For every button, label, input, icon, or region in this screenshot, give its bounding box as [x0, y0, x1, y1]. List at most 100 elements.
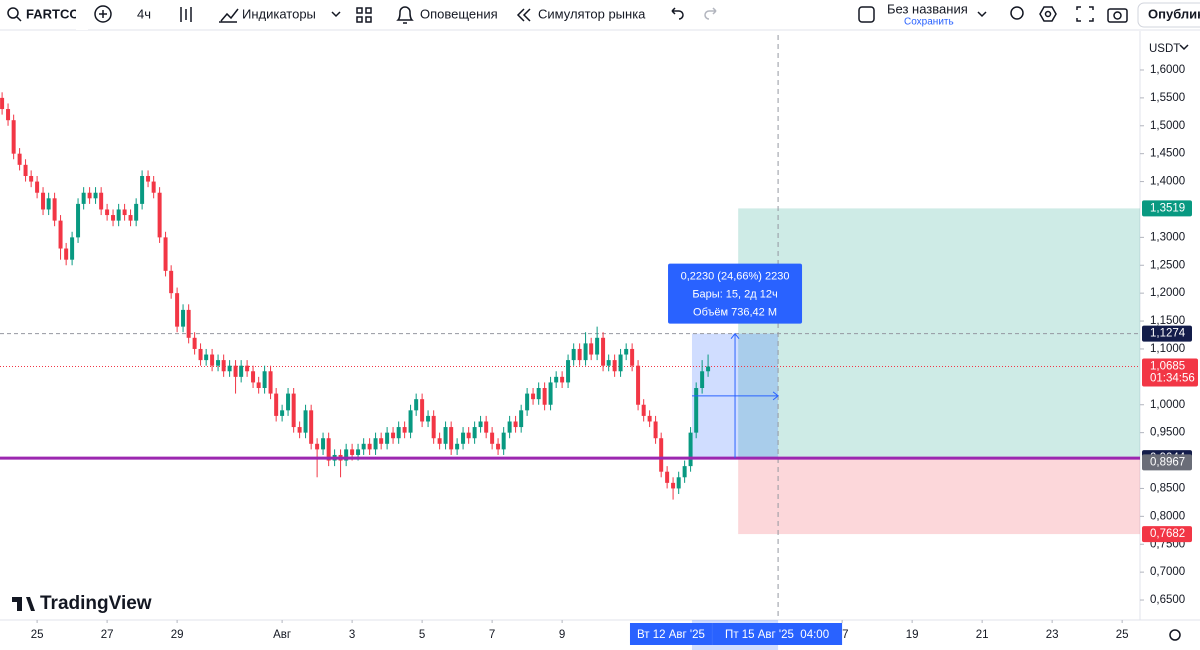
candle-body [163, 237, 168, 271]
candle-body [169, 270, 174, 294]
y-tick-label: 0,6500 [1150, 594, 1185, 606]
candle-body [641, 404, 646, 416]
candle-body [706, 366, 711, 372]
candle-body [297, 427, 302, 433]
candle-body [216, 360, 221, 366]
candle-body [93, 192, 98, 199]
candle-body [513, 421, 518, 428]
candle-body [291, 393, 296, 428]
interval[interactable]: 4ч [137, 6, 151, 21]
replay[interactable]: Симулятор рынка [538, 6, 646, 21]
candle-body [554, 376, 559, 383]
indicators-menu[interactable] [331, 11, 341, 18]
candle-body [181, 309, 186, 327]
price-tag [1142, 454, 1192, 471]
candle-body [536, 388, 541, 400]
measure-start-tag [629, 623, 712, 645]
candle-body [81, 192, 86, 204]
candle-body [676, 477, 681, 489]
y-tick-label: 0,8000 [1150, 510, 1185, 522]
y-tick-label: 0,9500 [1150, 427, 1185, 439]
chart-type[interactable] [180, 7, 192, 22]
settings[interactable] [1039, 6, 1057, 22]
publish-button[interactable] [1137, 2, 1200, 28]
candle-body [122, 209, 127, 216]
candle-body [151, 181, 156, 193]
crosshair-tag [712, 623, 843, 645]
layout-icon[interactable] [858, 6, 875, 23]
candle-body [41, 192, 46, 210]
candle-body [303, 410, 308, 433]
brand-logo [12, 597, 35, 611]
candle-body [426, 415, 431, 422]
measure-start-label: Вт 12 Авг '25 [637, 629, 705, 641]
screenshot[interactable] [1107, 8, 1128, 23]
candle-body [437, 438, 442, 444]
candle-body [11, 120, 16, 154]
symbol[interactable]: FARTCOI [26, 6, 83, 21]
candle-body [58, 220, 63, 249]
candle-body [286, 393, 291, 411]
candle-body [175, 293, 180, 327]
templates[interactable] [356, 7, 372, 23]
add-symbol[interactable] [94, 5, 112, 23]
x-tick-label: 7 [489, 629, 495, 641]
candle-body [64, 248, 69, 260]
candle-body [367, 443, 372, 450]
quick-search[interactable] [1010, 6, 1024, 20]
y-tick-label: 1,5000 [1150, 120, 1185, 132]
candle-body [624, 348, 629, 355]
candle-body [134, 203, 139, 221]
candle-body [280, 410, 285, 416]
x-tick-label: 5 [419, 629, 425, 641]
candle-body [630, 348, 635, 366]
candle-body [268, 371, 273, 394]
plot: 0,2230 (24,66%) 2230 Бары: 15, 2д 12ч Объё… [0, 35, 1198, 650]
settings-core [1044, 10, 1052, 18]
candle-body [507, 421, 512, 433]
candle-body [501, 432, 506, 450]
candle-body [443, 427, 448, 444]
fullscreen[interactable] [1076, 6, 1094, 22]
alerts[interactable]: Оповещения [420, 6, 498, 21]
candle-body [490, 432, 495, 444]
candle-body [6, 109, 11, 121]
candle-body [525, 393, 530, 411]
currency-menu[interactable] [1179, 44, 1189, 51]
y-tick-label: 1,1500 [1150, 315, 1185, 327]
x-tick-label: 21 [976, 629, 989, 641]
candle-body [548, 382, 553, 405]
undo[interactable] [671, 7, 684, 20]
redo[interactable] [704, 7, 717, 20]
search-icon[interactable] [7, 7, 19, 19]
indicators[interactable]: Индикаторы [242, 6, 316, 21]
publish[interactable]: Опублик [1148, 6, 1200, 21]
y-tick-label: 0,7000 [1150, 566, 1185, 578]
candle-body [326, 438, 331, 461]
y-tick-label: 1,1000 [1150, 343, 1185, 355]
price-tag-label: 1,1274 [1150, 328, 1186, 340]
countdown: 01:34:56 [1150, 373, 1195, 385]
price-tag-label: 0,7682 [1150, 528, 1185, 540]
layout-name[interactable]: Без названия [887, 1, 968, 16]
x-tick-label: 3 [349, 629, 355, 641]
measure-text: Бары: 15, 2д 12ч [692, 289, 777, 301]
currency: USDT [1149, 43, 1180, 55]
save-status[interactable]: Сохранить [904, 17, 954, 28]
candle-body [379, 438, 384, 444]
candle-body [414, 399, 419, 411]
axis-settings[interactable] [1169, 629, 1181, 641]
y-tick-label: 1,4000 [1150, 176, 1185, 188]
price-tag [1142, 526, 1192, 543]
brand: TradingView [40, 593, 152, 614]
candle-body [70, 237, 75, 260]
candle-body [478, 421, 483, 428]
candle-body [636, 365, 641, 405]
layout-menu[interactable] [977, 11, 987, 18]
candle-body [350, 449, 355, 455]
candle-body [274, 393, 279, 416]
candle-body [221, 360, 226, 372]
candle-body [571, 348, 576, 361]
candle-body [647, 415, 652, 422]
